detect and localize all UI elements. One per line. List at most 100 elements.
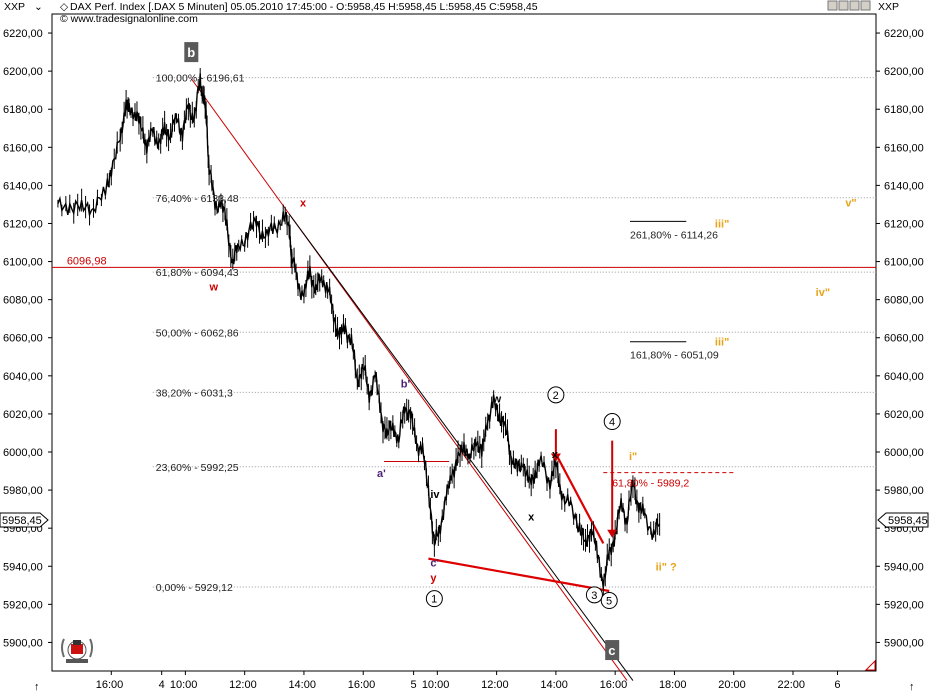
scroll-up-right-icon[interactable]: ↑: [909, 681, 915, 692]
y-tick-label-left: 5940,00: [3, 561, 43, 573]
chart-title: DAX Perf. Index [.DAX 5 Minuten] 05.05.2…: [70, 1, 538, 13]
y-tick-label-right: 5980,00: [884, 485, 924, 497]
wave-label: iii": [715, 218, 729, 230]
wave-circle: [603, 413, 621, 431]
fib-label: 261,80% - 6114,26: [630, 229, 718, 241]
y-tick-label-left: 6080,00: [3, 295, 43, 307]
y-tick-label-right: 6140,00: [884, 180, 924, 192]
window-controls: [827, 0, 871, 11]
fib-label: 76,40% - 6133,48: [156, 193, 239, 205]
last-price-tag-left: 5958,45: [0, 512, 49, 528]
wave-label: c: [608, 643, 615, 658]
scroll-arrows: ↑ ↑: [34, 659, 915, 692]
y-tick-label-left: 5900,00: [3, 637, 43, 649]
y-tick-label-right: 6200,00: [884, 66, 924, 78]
wave-label: c': [430, 557, 439, 569]
y-tick-label-left: 6000,00: [3, 447, 43, 459]
y-tick-label-right: 6120,00: [884, 218, 924, 230]
fib-label: 61,80% - 6094,43: [156, 267, 239, 279]
y-tick-label-right: 6220,00: [884, 28, 924, 40]
wave-label: iv: [430, 489, 440, 501]
arrow-down-icon: [607, 529, 618, 538]
x-tick-label: 16:00: [600, 679, 628, 691]
fib-label: 50,00% - 6062,86: [156, 327, 239, 339]
y-tick-label-left: 5920,00: [3, 599, 43, 611]
wave-label: x: [552, 449, 559, 461]
wave-circle-label: 1: [431, 594, 437, 606]
wave-label: x: [300, 198, 307, 210]
x-tick-label: 10:00: [422, 679, 450, 691]
fib-label: 61,80% - 5989,2: [612, 477, 689, 489]
y-tick-label-left: 6060,00: [3, 333, 43, 345]
minimize-icon[interactable]: [838, 0, 849, 11]
horizontal-line-label: 6096,98: [67, 255, 107, 267]
wave-label-box: [605, 640, 620, 661]
y-tick-label-right: 5920,00: [884, 599, 924, 611]
x-tick-label: 12:00: [229, 679, 257, 691]
trend-line: [428, 557, 610, 593]
wave-label: b: [187, 45, 195, 60]
x-tick-label: 16:00: [96, 679, 124, 691]
y-tick-label-left: 6040,00: [3, 371, 43, 383]
plot-area[interactable]: [51, 13, 877, 672]
wave-circle: [600, 592, 618, 610]
x-tick-label: 14:00: [540, 679, 568, 691]
y-tick-label-left: 6120,00: [3, 218, 43, 230]
maximize-icon[interactable]: [849, 0, 860, 11]
x-tick-label: 4: [159, 679, 165, 691]
chart-type-icon: ◇: [60, 1, 69, 13]
y-tick-label-left: 6200,00: [3, 66, 43, 78]
wave-label: iv": [816, 287, 830, 299]
fib-label: 38,20% - 6031,3: [156, 387, 233, 399]
y-tick-label-right: 6000,00: [884, 447, 924, 459]
scroll-left-icon[interactable]: [827, 0, 838, 11]
wave-circle: [585, 586, 603, 604]
wave-label: a': [377, 468, 386, 480]
close-icon[interactable]: [860, 0, 871, 11]
y-tick-label-left: 6020,00: [3, 409, 43, 421]
fib-label: 23,60% - 5992,25: [156, 462, 239, 474]
y-tick-label-right: 6060,00: [884, 333, 924, 345]
x-tick-label: 18:00: [659, 679, 687, 691]
fib-label: 0,00% - 5929,12: [156, 582, 233, 594]
x-tick-label: 16:00: [348, 679, 376, 691]
resize-grip-icon[interactable]: [864, 659, 876, 671]
price-series: [57, 73, 661, 589]
last-price-right-text: 5958,45: [888, 515, 928, 527]
wave-circle-label: 2: [553, 390, 559, 402]
x-tick-label: 6: [834, 679, 840, 691]
y-tick-label-left: 6160,00: [3, 142, 43, 154]
wave-label-box: [184, 42, 199, 63]
fib-label: 100,00% - 6196,61: [156, 73, 245, 85]
arrow-down-icon: [550, 453, 561, 462]
wave-circle: [425, 590, 443, 608]
wave-circle-label: 3: [591, 590, 597, 602]
wave-label: ii" ?: [656, 561, 677, 573]
y-tick-label-right: 6040,00: [884, 371, 924, 383]
header-bar: XXP ⌄ ◇ DAX Perf. Index [.DAX 5 Minuten]…: [4, 1, 899, 25]
x-tick-label: 22:00: [778, 679, 806, 691]
x-tick-label: 10:00: [170, 679, 198, 691]
x-tick-label: 20:00: [718, 679, 746, 691]
y-tick-label-right: 6080,00: [884, 295, 924, 307]
fib-label: 161,80% - 6051,09: [630, 350, 719, 362]
wave-circle-label: 5: [606, 596, 612, 608]
scroll-up-left-icon[interactable]: ↑: [34, 681, 40, 692]
x-tick-label: 5: [411, 679, 417, 691]
symbol-selector-right[interactable]: XXP: [878, 1, 899, 13]
y-tick-label-right: 6180,00: [884, 104, 924, 116]
wave-circle-label: 4: [609, 417, 615, 429]
wave-label: iii": [715, 337, 729, 349]
y-tick-label-left: 6140,00: [3, 180, 43, 192]
wave-label: w: [492, 394, 502, 406]
wave-circle: [547, 386, 565, 404]
y-tick-label-left: 5980,00: [3, 485, 43, 497]
wave-label: y: [430, 573, 437, 585]
chevron-down-icon[interactable]: ⌄: [34, 1, 43, 13]
y-tick-label-right: 5900,00: [884, 637, 924, 649]
y-tick-label-left: 6180,00: [3, 104, 43, 116]
x-tick-label: 14:00: [288, 679, 316, 691]
symbol-selector-left[interactable]: XXP: [4, 1, 25, 13]
trend-line: [554, 453, 605, 544]
last-price-left-text: 5958,45: [2, 515, 42, 527]
